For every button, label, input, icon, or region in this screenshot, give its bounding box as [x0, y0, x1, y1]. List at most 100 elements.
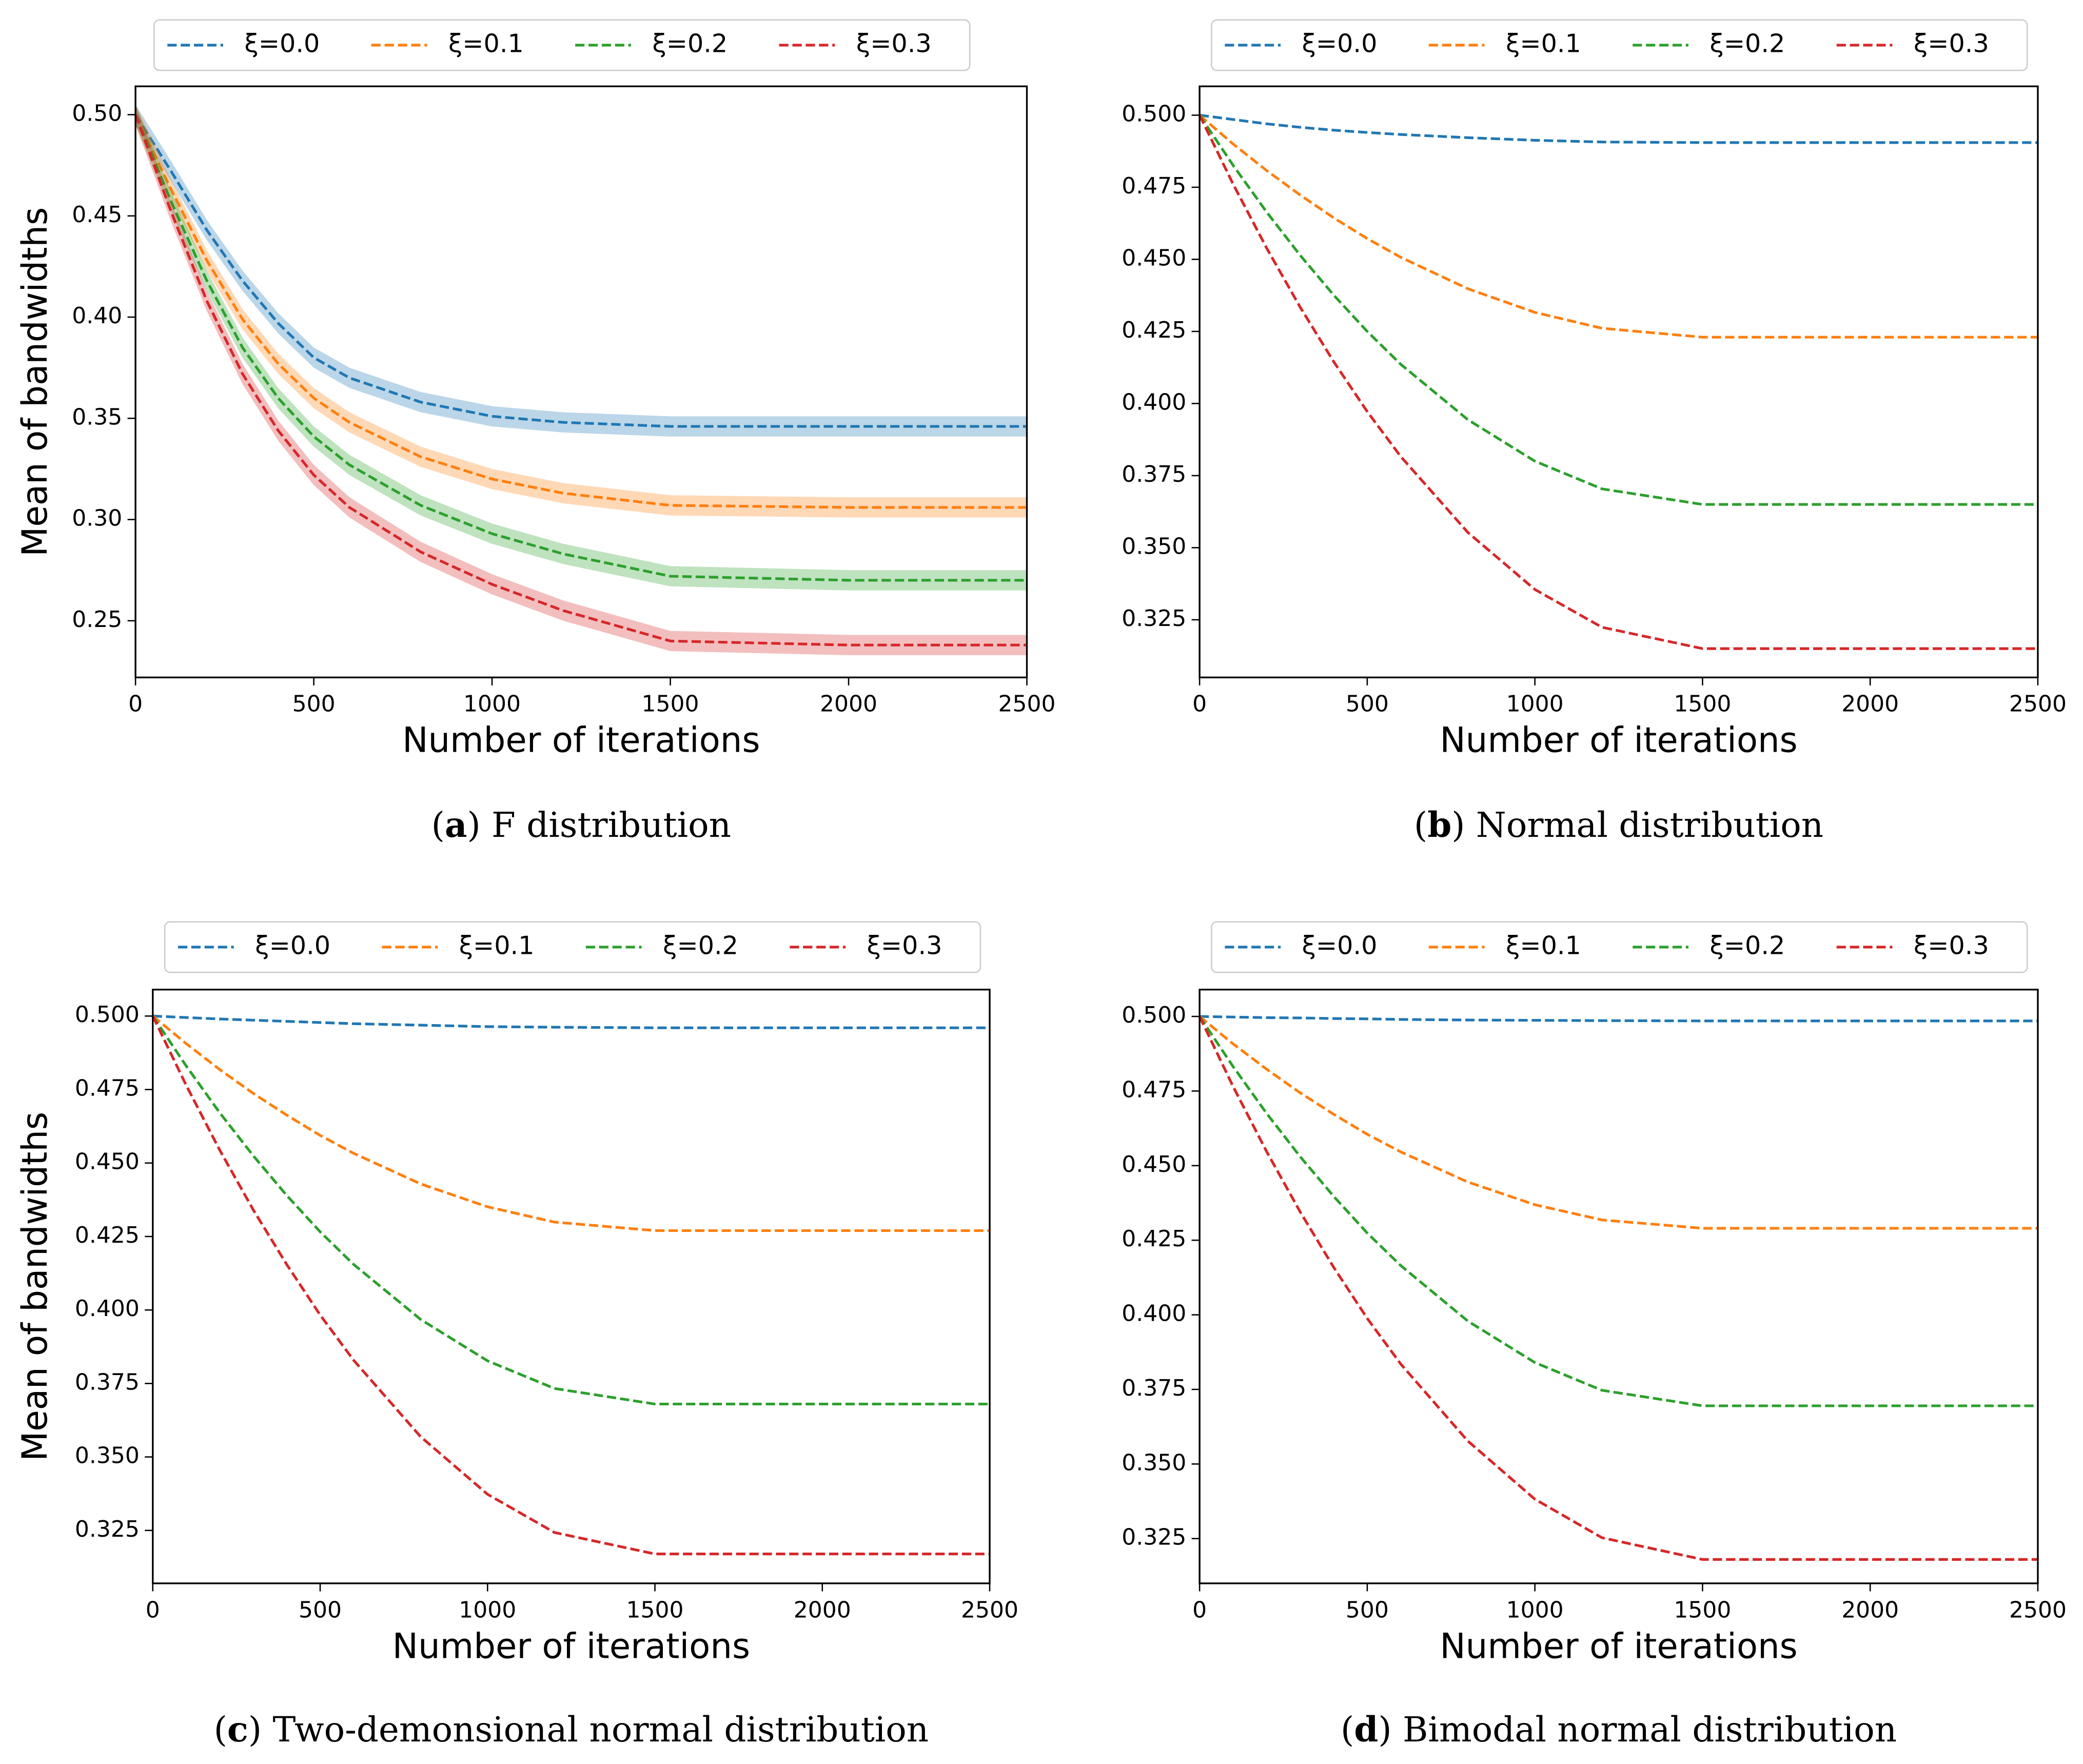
caption-punct: )	[1451, 805, 1476, 845]
x-tick-label: 1000	[1506, 691, 1564, 717]
series-line	[1198, 1015, 2038, 1407]
spread-band	[135, 104, 1027, 655]
x-tick-label: 1000	[459, 1597, 516, 1623]
x-tick-label: 0	[1192, 1597, 1207, 1623]
y-tick-label: 0.450	[1122, 245, 1186, 271]
y-tick-label: 0.375	[75, 1369, 140, 1395]
series-line	[152, 1015, 990, 1232]
legend-label: ξ=0.1	[1506, 29, 1581, 58]
x-tick-label: 0	[128, 691, 143, 717]
legend-label: ξ=0.2	[652, 29, 728, 58]
series-line	[1198, 1015, 2038, 1561]
x-axis-label: Number of iterations	[1440, 720, 1797, 760]
series-line	[1198, 114, 2038, 506]
legend-label: ξ=0.2	[1709, 930, 1785, 960]
x-axis-label: Number of iterations	[392, 1626, 750, 1666]
caption-part: d	[1354, 1709, 1378, 1749]
x-tick-label: 2500	[998, 691, 1056, 717]
y-tick-label: 0.325	[1122, 1524, 1186, 1551]
caption-part: c	[227, 1709, 248, 1749]
plot-frame	[134, 85, 1028, 678]
y-axis-label: Mean of bandwidths	[15, 207, 55, 557]
x-tick-label: 1000	[1506, 1597, 1564, 1623]
legend-label: ξ=0.0	[1302, 930, 1378, 960]
series-line	[134, 114, 1027, 428]
y-tick-label: 0.400	[1122, 1301, 1186, 1327]
caption: (a) F distribution	[431, 804, 731, 845]
legend-label: ξ=0.0	[255, 930, 330, 960]
legend-label: ξ=0.0	[1302, 29, 1378, 58]
x-tick-label: 0	[146, 1597, 160, 1623]
y-tick-label: 0.475	[1122, 1076, 1186, 1103]
caption-part: Normal distribution	[1476, 805, 1823, 845]
y-tick-label: 0.350	[75, 1443, 140, 1469]
y-axis-label: Mean of bandwidths	[15, 1112, 55, 1461]
plot-frame	[152, 989, 991, 1584]
y-tick-label: 0.400	[75, 1296, 140, 1322]
y-tick-label: 0.400	[1122, 389, 1186, 415]
y-tick-label: 0.500	[1122, 1002, 1186, 1028]
x-tick-label: 2500	[961, 1597, 1018, 1623]
legend-label: ξ=0.3	[1914, 930, 1989, 960]
x-tick-label: 500	[1346, 1597, 1389, 1623]
series-line	[134, 114, 1027, 582]
series-line	[134, 114, 1027, 646]
x-tick-label: 2500	[2009, 691, 2067, 717]
y-tick-label: 0.375	[1122, 461, 1186, 487]
x-tick-label: 1500	[1674, 691, 1731, 717]
caption-punct: (	[1414, 805, 1427, 845]
series-line	[151, 1015, 990, 1406]
legend-label: ξ=0.3	[1914, 29, 1989, 58]
y-tick-label: 0.350	[1122, 533, 1186, 559]
x-axis-label: Number of iterations	[402, 720, 760, 760]
legend-label: ξ=0.3	[867, 930, 942, 960]
y-tick-label: 0.375	[1122, 1375, 1186, 1401]
caption: (d) Bimodal normal distribution	[1341, 1709, 1897, 1749]
chart-panel: 0 500 1000 1500 2000 2500 0.325 0.350 0.375 0.400…	[15, 921, 2067, 1749]
legend-label: ξ=0.2	[1709, 29, 1785, 58]
y-tick-label: 0.45	[72, 202, 122, 228]
x-tick-label: 500	[1346, 691, 1389, 717]
y-tick-label: 0.450	[75, 1149, 140, 1175]
y-tick-label: 0.325	[75, 1516, 140, 1542]
x-tick-label: 2000	[1841, 1597, 1899, 1623]
caption-punct: (	[214, 1709, 227, 1749]
y-tick-label: 0.500	[1122, 101, 1186, 127]
x-tick-label: 500	[299, 1597, 342, 1623]
legend-label: ξ=0.1	[448, 29, 524, 58]
y-tick-label: 0.350	[1122, 1449, 1186, 1476]
caption-part: a	[445, 804, 467, 845]
legend-box	[164, 921, 981, 973]
series-line	[1198, 114, 2038, 650]
caption-punct: (	[1341, 1709, 1354, 1749]
y-axis-label: Mean of bandwidths	[15, 1112, 55, 1461]
caption-punct: )	[467, 805, 492, 845]
x-tick-label: 500	[292, 691, 336, 717]
caption-punct: )	[1378, 1709, 1403, 1749]
caption-part: b	[1427, 804, 1451, 845]
y-tick-label: 0.30	[72, 505, 122, 532]
y-tick-label: 0.425	[75, 1222, 140, 1248]
series-line	[152, 1014, 990, 1029]
y-tick-label: 0.475	[1122, 173, 1186, 199]
plot-frame	[1198, 85, 2039, 678]
x-axis-label: Number of iterations	[1440, 1626, 1797, 1666]
caption-punct: (	[431, 805, 445, 845]
x-tick-label: 2000	[1841, 691, 1899, 717]
chart-panel: 0 500 1000 1500 2000 25000.3250.3500.3750.400…	[15, 921, 1018, 1749]
y-tick-label: 0.25	[72, 606, 122, 633]
legend-box	[1211, 921, 2028, 973]
y-tick-label: 0.50	[72, 101, 122, 127]
legend-label: ξ=0.1	[1506, 930, 1581, 960]
y-tick-label: 0.475	[75, 1075, 140, 1101]
series-line	[1199, 113, 2038, 144]
x-tick-label: 1500	[1674, 1597, 1731, 1623]
legend-label: ξ=0.2	[663, 930, 738, 960]
x-tick-label: 1000	[463, 691, 521, 717]
caption: (c) Two-demonsional normal distribution	[214, 1709, 929, 1749]
chart-panel: 0 500 1000 1500 2000 25000.3250.3500.3750.400…	[15, 19, 2067, 845]
chart-panel: 0 500 1000 1500 2000 2500 0.25 0.30 0.35 0.40 0.45…	[15, 19, 1056, 845]
x-tick-label: 2000	[820, 691, 877, 717]
